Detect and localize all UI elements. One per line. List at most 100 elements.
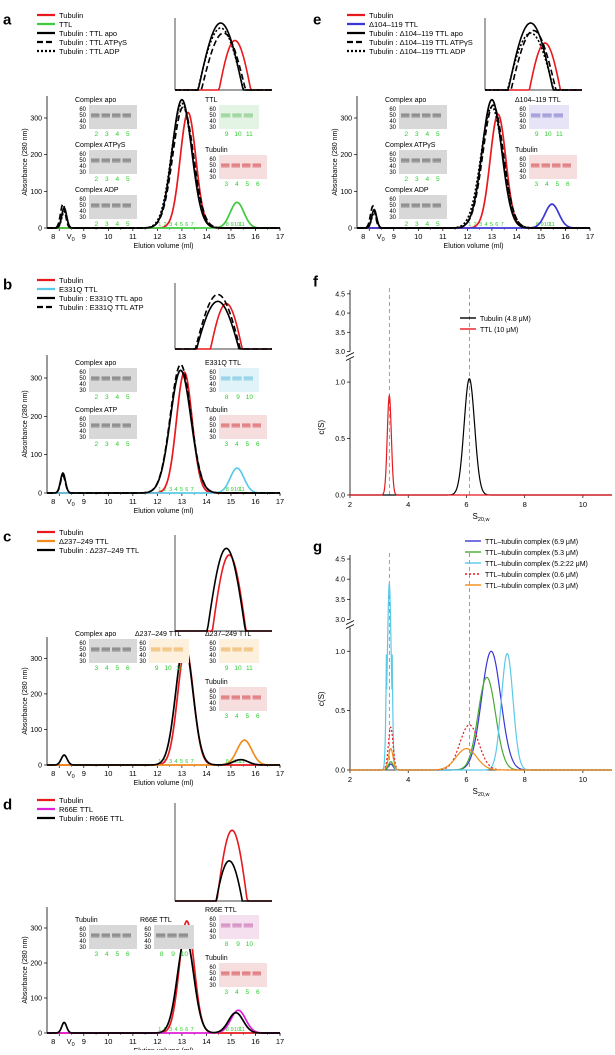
gel-lane-number: 9: [236, 394, 240, 401]
legend-entry: Tubulin : E331Q TTL ATP: [59, 303, 144, 312]
x-tick-label: 11: [129, 232, 137, 241]
gel-lane-number: 4: [115, 131, 119, 138]
x-axis-label: Elution volume (ml): [134, 243, 194, 250]
fraction-number: 6: [185, 222, 188, 228]
gel-band: [252, 425, 261, 428]
fraction-number: 8: [226, 487, 229, 493]
gel-marker-label: 30: [389, 215, 396, 221]
fraction-number: 7: [191, 1027, 194, 1033]
gel-lane-number: 5: [126, 441, 130, 448]
gel-lane-number: 5: [126, 221, 130, 228]
legend-entry: Tubulin: [369, 11, 393, 20]
gel-lane-number: 2: [94, 394, 98, 401]
gel-band: [411, 115, 420, 118]
gel-band: [243, 647, 253, 651]
gel-band: [401, 203, 410, 207]
x-tick-label: 9: [82, 769, 86, 778]
series-line: [47, 102, 280, 229]
fraction-number: 6: [185, 1027, 188, 1033]
y-tick-label: 200: [30, 152, 42, 159]
gel-lane-number: 5: [126, 176, 130, 183]
inset-line: [485, 22, 582, 91]
gel-lane-number: 3: [224, 713, 228, 720]
gel-marker-label: 50: [209, 423, 216, 429]
gel-marker-label: 40: [209, 382, 216, 388]
x-tick-label: 12: [463, 232, 471, 241]
y-tick-label: 3.5: [335, 330, 345, 337]
inset-line: [175, 547, 272, 632]
gel-band: [231, 697, 240, 700]
x-tick-label: 15: [227, 497, 235, 506]
x-tick-label: 14: [202, 232, 210, 241]
gel-band: [221, 695, 230, 699]
gel-marker-label: 50: [79, 113, 86, 119]
gel-band: [167, 935, 177, 938]
gel-marker-label: 50: [209, 113, 216, 119]
gel-lane-number: 3: [105, 131, 109, 138]
gel-band: [252, 163, 261, 167]
gel-band: [122, 647, 131, 651]
legend-entry: Tubulin : E331Q TTL apo: [59, 294, 143, 303]
gel-lane-number: 11: [246, 131, 253, 138]
x-tick-label: 2: [348, 500, 352, 509]
gel-band: [231, 695, 240, 699]
gel-band: [178, 935, 188, 938]
v0-label: V0: [67, 769, 75, 780]
gel-lane-number: 5: [115, 951, 119, 958]
v0-label: V0: [67, 232, 75, 243]
gel-title: E331Q TTL: [205, 360, 241, 367]
legend-entry: Δ104–119 TTL: [369, 20, 418, 29]
gel-lane-number: 3: [105, 221, 109, 228]
gel-marker-label: 50: [139, 647, 146, 653]
gel-band: [101, 935, 110, 938]
gel-lane-number: 4: [235, 713, 239, 720]
gel-band: [101, 649, 110, 652]
gel-band: [232, 647, 242, 651]
gel-band: [232, 378, 242, 381]
gel-band: [432, 115, 441, 118]
gel-band: [91, 376, 100, 380]
gel-band: [221, 165, 230, 168]
gel-band: [112, 158, 121, 162]
gel-lane-number: 2: [404, 176, 408, 183]
gel-marker-label: 30: [79, 659, 86, 665]
gel-marker-label: 40: [79, 209, 86, 215]
gel-band: [221, 378, 231, 381]
x-tick-label: 8: [523, 775, 527, 784]
inset-line: [175, 554, 272, 632]
gel-lane-number: 4: [235, 181, 239, 188]
gel-band: [232, 113, 242, 117]
gel-marker-label: 50: [389, 113, 396, 119]
y-tick-label: 4.0: [335, 577, 345, 584]
gel-band: [112, 378, 121, 381]
y-axis-label: Absorbance (280 nm): [22, 667, 29, 734]
gel-band: [531, 163, 540, 167]
gel-marker-label: 40: [79, 164, 86, 170]
gel-band: [167, 933, 177, 937]
gel-lane-number: 3: [224, 989, 228, 996]
fraction-number: 6: [495, 222, 498, 228]
gel-marker-label: 60: [209, 157, 216, 163]
gel-lane-number: 3: [415, 176, 419, 183]
gel-marker-label: 30: [79, 388, 86, 394]
peak-zoom-inset: [174, 18, 272, 91]
x-tick-label: 10: [579, 500, 587, 509]
x-axis-label: Elution volume (ml): [444, 243, 504, 250]
y-tick-label: 1.0: [335, 649, 345, 656]
gel-marker-label: 40: [389, 209, 396, 215]
gel-lane-number: 3: [105, 176, 109, 183]
x-tick-label: 11: [129, 1037, 137, 1046]
inset-line: [175, 860, 272, 902]
gel-band: [401, 158, 410, 162]
legend-entry: E331Q TTL: [59, 285, 98, 294]
gel-marker-label: 30: [139, 659, 146, 665]
inset-line: [485, 29, 582, 91]
v0-label: V0: [67, 1037, 75, 1048]
